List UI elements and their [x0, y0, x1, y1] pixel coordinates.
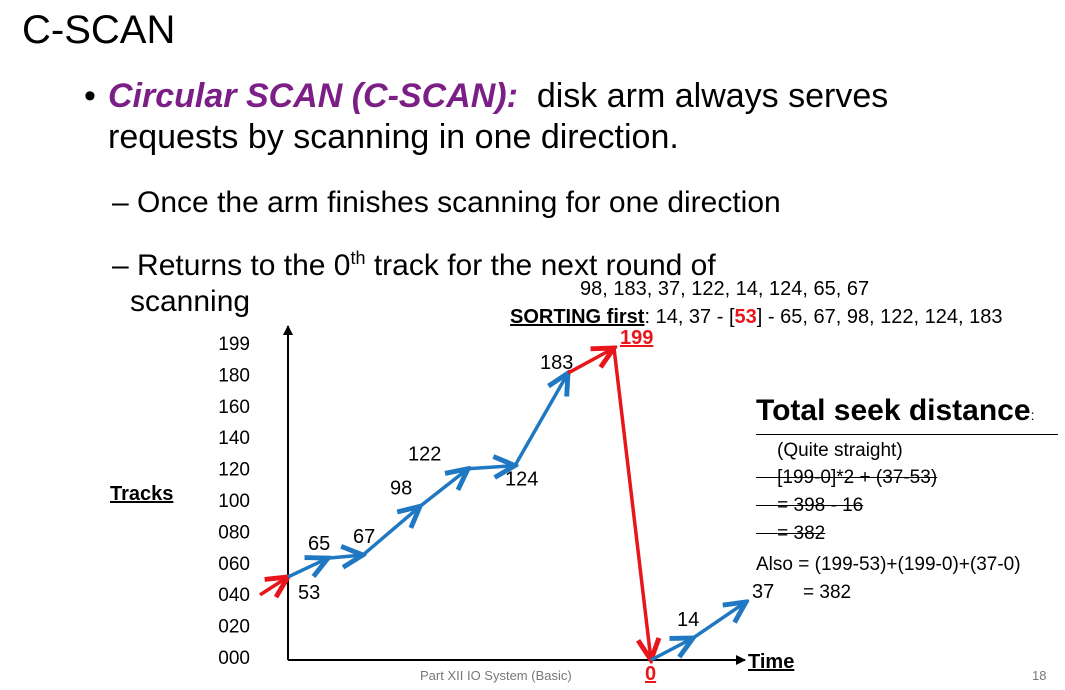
sorting-pre: : 14, 37 - [ [644, 306, 735, 328]
point-label: 183 [540, 352, 573, 374]
main-bullet: • Circular SCAN (C-SCAN): disk arm alway… [84, 76, 889, 158]
total-seek-title: Total seek distance [756, 394, 1031, 427]
bullet-term: Circular SCAN (C-SCAN): [108, 77, 518, 115]
point-label: 37 [752, 581, 774, 603]
point-label: 65 [308, 533, 330, 555]
total-seek-heading: Total seek distance: [756, 394, 1034, 428]
seek-segment [327, 555, 363, 558]
y-tick-label: 000 [218, 648, 250, 669]
subbullet-2-pre: Returns to the 0 [137, 249, 351, 282]
slide-title: C-SCAN [22, 8, 176, 52]
seek-line-4-text: = 382 [777, 523, 826, 544]
seek-line-1: (Quite straight) [777, 440, 903, 461]
sorted-order: SORTING first: 14, 37 - [53] - 65, 67, 9… [510, 306, 1003, 329]
y-tick-label: 140 [218, 428, 250, 449]
y-axis-label: Tracks [110, 483, 174, 505]
heading-underline [756, 434, 1058, 435]
jump-segment [567, 348, 614, 375]
bullet-line1: disk arm always serves [536, 77, 889, 115]
subbullet-2-post: track for the next round of [365, 249, 716, 282]
sorting-head: 53 [734, 306, 757, 328]
point-label: 122 [408, 444, 441, 466]
y-tick-label: 120 [218, 460, 250, 481]
seek-segment [361, 506, 420, 557]
seek-segment [418, 469, 468, 508]
x-axis-label: Time [748, 651, 795, 673]
subbullet-1: – Once the arm finishes scanning for one… [112, 186, 781, 219]
seek-segment [650, 638, 693, 662]
y-tick-label: 060 [218, 554, 250, 575]
seek-segment [513, 373, 568, 467]
seek-line-3: = 398 - 16 [756, 495, 863, 517]
sorting-label: SORTING first [510, 306, 645, 328]
y-tick-label: 199 [218, 334, 250, 355]
y-tick-label: 160 [218, 397, 250, 418]
y-tick-label: 080 [218, 522, 250, 543]
subbullet-2-sup: th [350, 248, 366, 268]
y-tick-label: 020 [218, 617, 250, 638]
subbullet-2: – Returns to the 0th track for the next … [112, 248, 716, 282]
seek-line-6: = 382 [803, 582, 852, 603]
subbullet-2-line2: scanning [130, 285, 251, 318]
point-label: 67 [353, 526, 375, 548]
subbullet-1-text: Once the arm finishes scanning for one d… [137, 186, 781, 219]
seek-line-5: Also = (199-53)+(199-0)+(37-0) [756, 554, 1021, 575]
y-tick-label: 100 [218, 491, 250, 512]
point-label: 124 [505, 469, 538, 491]
bullet-line2: requests by scanning in one direction. [108, 118, 679, 156]
jump-segment [259, 577, 288, 595]
page-number: 18 [1032, 668, 1047, 683]
sorting-post: ] - 65, 67, 98, 122, 124, 183 [756, 306, 1003, 328]
bullet-dot-icon: • [84, 77, 96, 115]
seek-line-2: [199-0]*2 + (37-53) [756, 467, 937, 489]
point-label: 14 [677, 609, 699, 631]
highlighted-point-label: 199 [620, 327, 653, 349]
jump-segment [612, 347, 651, 660]
point-label: 98 [390, 477, 412, 499]
seek-segment [287, 558, 328, 579]
point-label: 53 [298, 582, 320, 604]
highlighted-point-label: 0 [645, 663, 656, 685]
seek-segment [692, 602, 746, 640]
request-queue: 98, 183, 37, 122, 14, 124, 65, 67 [580, 278, 870, 300]
y-tick-label: 180 [218, 365, 250, 386]
footer-text: Part XII IO System (Basic) [420, 668, 572, 683]
seek-line-4: = 382 [756, 523, 825, 545]
total-seek-colon: : [1030, 407, 1035, 423]
seek-segment [467, 466, 515, 469]
y-tick-label: 040 [218, 585, 250, 606]
seek-line-2-text: [199-0]*2 + (37-53) [777, 467, 938, 488]
seek-line-3-text: = 398 - 16 [777, 495, 864, 516]
